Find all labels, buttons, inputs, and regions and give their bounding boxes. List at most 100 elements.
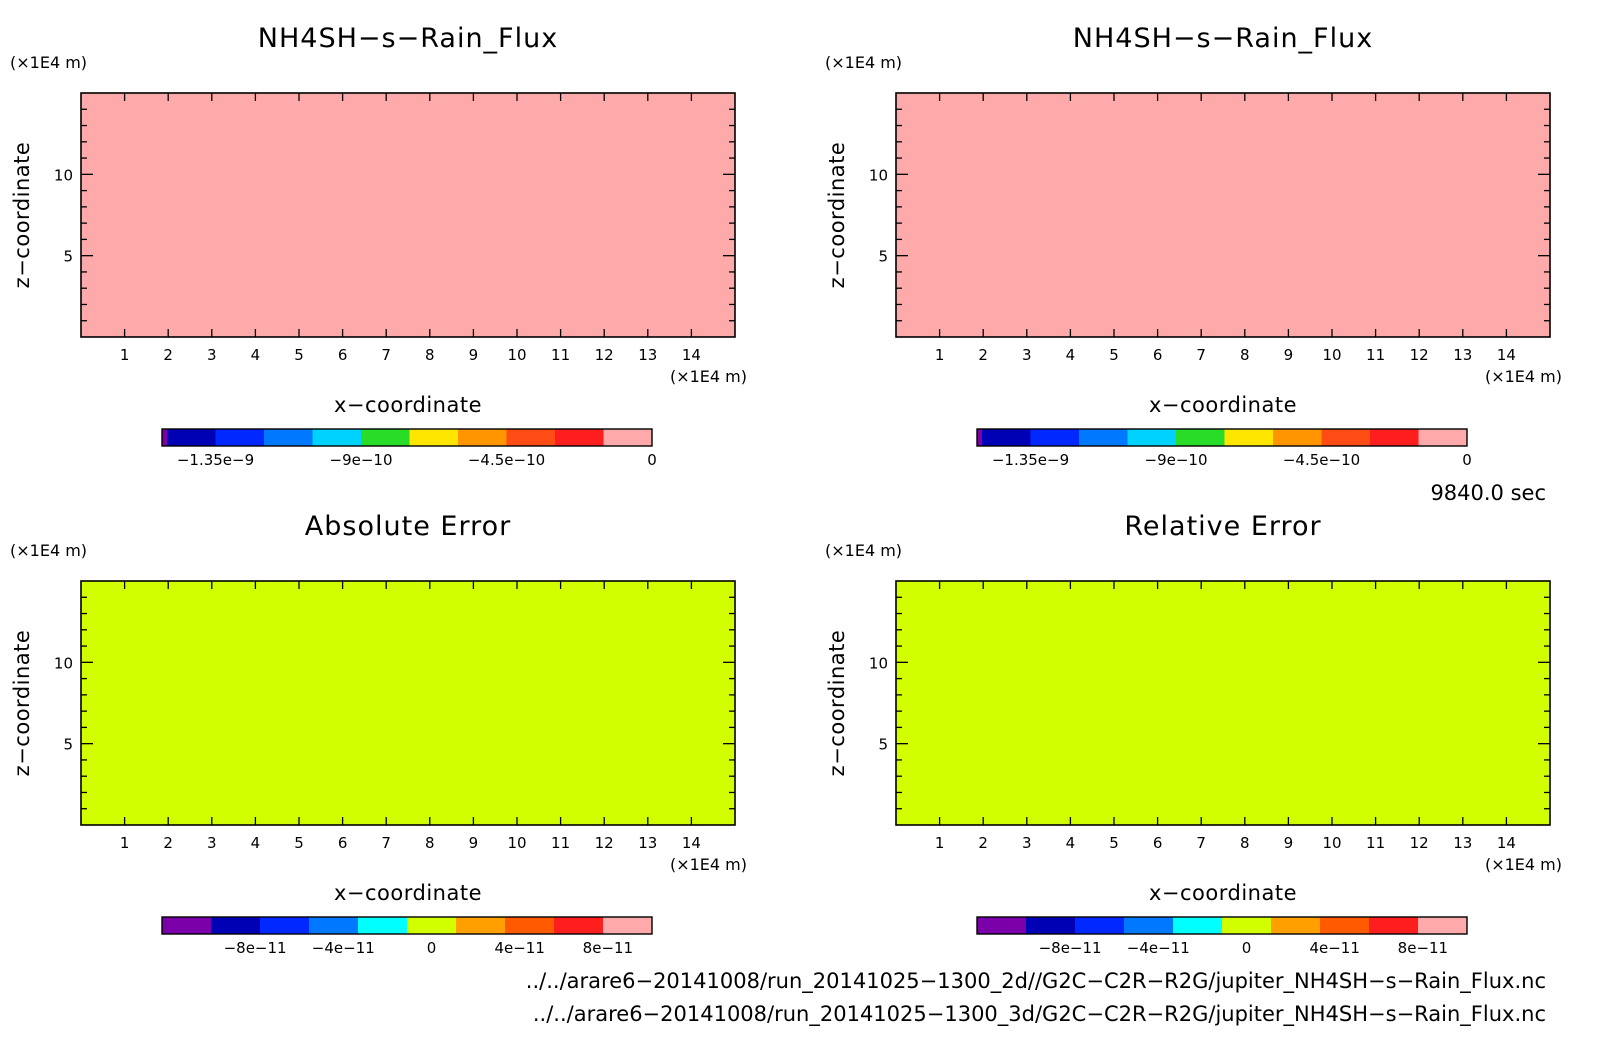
- colorbar-swatch: [358, 917, 407, 934]
- y-tick-label: 5: [878, 248, 888, 266]
- x-tick-label: 12: [1410, 834, 1429, 852]
- y-tick-label: 5: [63, 248, 73, 266]
- colorbar-swatch: [1075, 917, 1124, 934]
- x-tick-label: 5: [1109, 834, 1119, 852]
- x-tick-label: 2: [978, 834, 988, 852]
- colorbar-swatch: [1418, 429, 1467, 446]
- x-tick-label: 8: [425, 346, 435, 364]
- x-tick-label: 9: [1284, 346, 1294, 364]
- colorbar-swatch: [1222, 917, 1271, 934]
- x-tick-label: 10: [1322, 346, 1341, 364]
- colorbar-swatch: [309, 917, 358, 934]
- x-tick-label: 7: [381, 346, 391, 364]
- plot-frame: [80, 92, 736, 338]
- colorbar-swatch: [977, 917, 1026, 934]
- colorbar-tick-label: −1.35e−9: [992, 451, 1069, 469]
- x-tick-label: 9: [1284, 834, 1294, 852]
- colorbar-swatch: [456, 917, 505, 934]
- field-fill: [81, 581, 735, 825]
- y-tick-label: 10: [869, 654, 888, 672]
- x-tick-label: 2: [163, 346, 173, 364]
- x-tick-label: 1: [935, 346, 945, 364]
- colorbar-swatch: [1176, 429, 1225, 446]
- colorbar-swatch: [977, 429, 982, 446]
- y-axis-label: z−coordinate: [825, 142, 849, 289]
- colorbar-swatch: [264, 429, 313, 446]
- plot-frame: [895, 580, 1551, 826]
- x-tick-label: 6: [338, 834, 348, 852]
- y-axis-label: z−coordinate: [825, 630, 849, 777]
- colorbar-swatch: [1224, 429, 1273, 446]
- x-tick-label: 6: [338, 346, 348, 364]
- colorbar-frame: [161, 916, 653, 935]
- y-unit-label: (×1E4 m): [825, 541, 902, 560]
- x-tick-label: 14: [682, 346, 701, 364]
- colorbar-tick-label: −1.35e−9: [177, 451, 254, 469]
- x-tick-label: 9: [469, 346, 479, 364]
- x-tick-label: 10: [507, 346, 526, 364]
- x-tick-label: 6: [1153, 346, 1163, 364]
- x-tick-label: 8: [425, 834, 435, 852]
- x-tick-label: 3: [1022, 834, 1032, 852]
- x-axis-label: x−coordinate: [334, 393, 482, 417]
- y-unit-label: (×1E4 m): [10, 541, 87, 560]
- colorbar-tick-label: 4e−11: [1309, 939, 1359, 957]
- x-tick-label: 12: [1410, 346, 1429, 364]
- colorbar-swatch: [260, 917, 309, 934]
- x-tick-label: 9: [469, 834, 479, 852]
- y-tick-label: 10: [54, 654, 73, 672]
- y-tick-label: 5: [878, 736, 888, 754]
- panel-2: NH4SH−s−Rain_Flux(×1E4 m)1 2 3 4 5 6 7 8 9 10 11 12…: [825, 23, 1562, 469]
- x-tick-label: 11: [551, 346, 570, 364]
- x-tick-label: 1: [935, 834, 945, 852]
- y-axis-label: z−coordinate: [10, 142, 34, 289]
- colorbar-swatch: [555, 429, 604, 446]
- panel-title: Absolute Error: [305, 511, 511, 542]
- x-tick-label: 4: [1066, 346, 1076, 364]
- colorbar-tick-label: −4.5e−10: [468, 451, 545, 469]
- colorbar-swatch: [1273, 429, 1322, 446]
- colorbar-tick-label: 0: [647, 451, 657, 469]
- colorbar-swatch: [1124, 917, 1173, 934]
- colorbar-swatch: [1321, 429, 1370, 446]
- file-path-3d: ../../arare6−20141008/run_20141025−1300_…: [533, 1002, 1546, 1027]
- x-tick-label: 8: [1240, 346, 1250, 364]
- colorbar-tick-label: −4.5e−10: [1283, 451, 1360, 469]
- colorbar-swatch: [1127, 429, 1176, 446]
- x-tick-label: 4: [251, 834, 261, 852]
- field-fill: [896, 93, 1550, 337]
- colorbar-tick-label: 0: [1242, 939, 1252, 957]
- plot-frame: [895, 92, 1551, 338]
- x-tick-label: 7: [381, 834, 391, 852]
- colorbar-tick-label: 8e−11: [583, 939, 633, 957]
- x-tick-label: 12: [595, 834, 614, 852]
- x-unit-label: (×1E4 m): [1485, 367, 1562, 386]
- x-tick-label: 10: [1322, 834, 1341, 852]
- panel-1: NH4SH−s−Rain_Flux(×1E4 m)1 2 3 4 5 6 7 8 9 10 11 12…: [10, 23, 747, 469]
- colorbar-frame: [976, 428, 1468, 447]
- y-axis-label: z−coordinate: [10, 630, 34, 777]
- x-axis-label: x−coordinate: [1149, 881, 1297, 905]
- colorbar-swatch: [361, 429, 410, 446]
- colorbar-frame: [976, 916, 1468, 935]
- colorbar-swatch: [1026, 917, 1075, 934]
- x-tick-label: 13: [638, 346, 657, 364]
- x-tick-label: 14: [1497, 346, 1516, 364]
- x-tick-label: 14: [1497, 834, 1516, 852]
- field-fill: [896, 581, 1550, 825]
- x-tick-label: 11: [551, 834, 570, 852]
- x-tick-label: 12: [595, 346, 614, 364]
- colorbar-swatch: [215, 429, 264, 446]
- colorbar-swatch: [1370, 429, 1419, 446]
- panel-title: NH4SH−s−Rain_Flux: [258, 23, 558, 54]
- x-tick-label: 11: [1366, 346, 1385, 364]
- colorbar-swatch: [506, 429, 555, 446]
- colorbar-swatch: [505, 917, 554, 934]
- colorbar-tick-label: −4e−11: [1127, 939, 1190, 957]
- x-tick-label: 4: [1066, 834, 1076, 852]
- colorbar-swatch: [554, 917, 603, 934]
- colorbar-swatch: [409, 429, 458, 446]
- x-axis-label: x−coordinate: [1149, 393, 1297, 417]
- colorbar-tick-label: 0: [427, 939, 437, 957]
